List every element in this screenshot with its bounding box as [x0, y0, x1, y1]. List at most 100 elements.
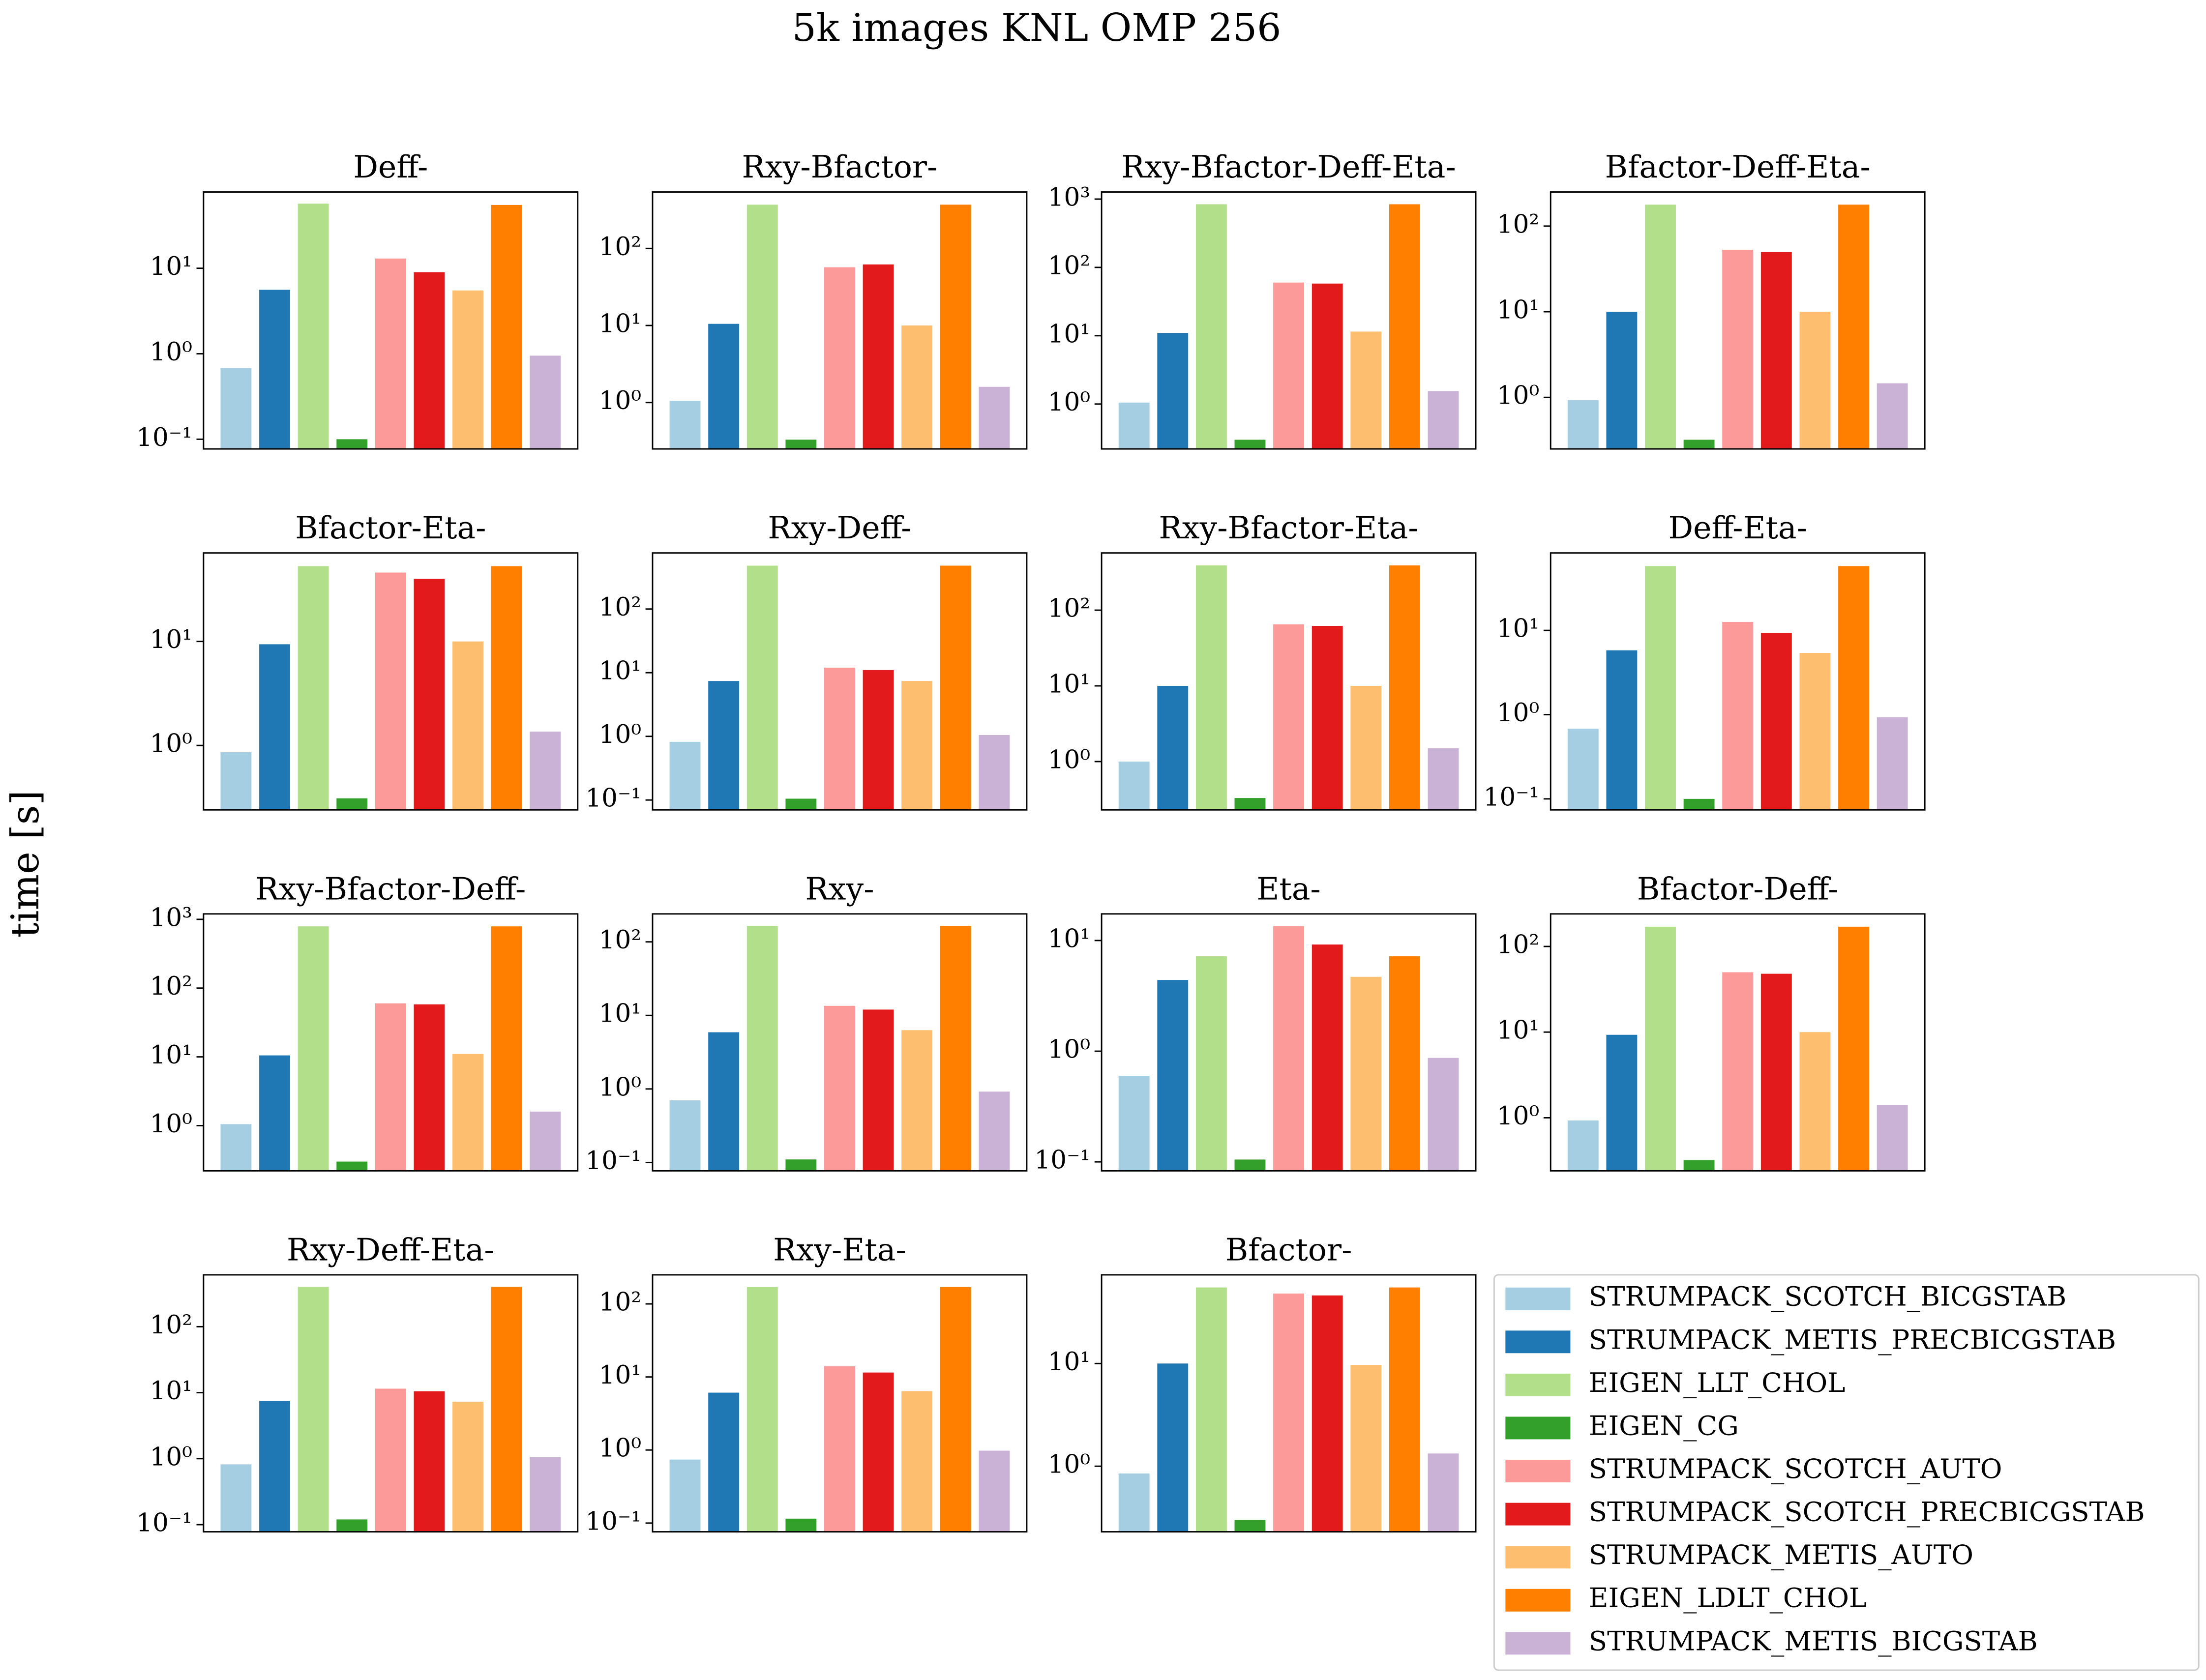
axes-frame — [1101, 552, 1477, 811]
bar — [824, 267, 855, 449]
bar — [863, 670, 894, 810]
bar — [220, 752, 252, 810]
bar — [375, 1003, 406, 1171]
y-tick-label: 10¹ — [149, 625, 192, 654]
subplot-title: Deff-Eta- — [1668, 509, 1807, 546]
bar — [979, 735, 1010, 810]
legend-label: STRUMPACK_METIS_AUTO — [1589, 1539, 1973, 1570]
legend-swatch — [1505, 1546, 1571, 1569]
legend-swatch — [1505, 1460, 1571, 1482]
bar — [785, 1518, 817, 1532]
bar — [259, 644, 290, 810]
subplot-title: Rxy-Eta- — [773, 1231, 906, 1267]
bar — [1389, 1287, 1420, 1532]
bar — [1428, 1058, 1459, 1171]
bar — [1722, 972, 1754, 1171]
y-tick-label: 10¹ — [1497, 614, 1539, 644]
bar — [1118, 1473, 1150, 1532]
bar — [1350, 331, 1382, 449]
legend-label: STRUMPACK_SCOTCH_PRECBICGSTAB — [1589, 1496, 2145, 1528]
bar — [1273, 282, 1305, 449]
y-tick-label: 10⁰ — [149, 729, 192, 759]
bar — [530, 1457, 561, 1532]
axes-frame — [1550, 913, 1926, 1172]
bar — [1157, 686, 1189, 810]
y-tick-label: 10¹ — [599, 1360, 641, 1390]
bar — [1606, 1034, 1638, 1171]
bar — [1234, 440, 1266, 449]
bar — [1350, 1365, 1382, 1532]
y-tick-label: 10² — [599, 1288, 641, 1317]
y-tick-label: 10¹ — [599, 999, 641, 1029]
bar — [1760, 252, 1792, 449]
bar — [259, 290, 290, 449]
bar — [785, 440, 817, 449]
y-tick-label: 10⁻¹ — [1034, 1146, 1090, 1175]
bar — [1350, 976, 1382, 1171]
axes-frame — [1101, 913, 1477, 1172]
bar — [1567, 400, 1599, 449]
subplot-title: Bfactor-Deff-Eta- — [1605, 148, 1871, 185]
y-tick-label: 10¹ — [1048, 1347, 1090, 1377]
y-tick-label: 10¹ — [149, 1376, 192, 1406]
bar — [1350, 686, 1382, 810]
y-tick-label: 10² — [1048, 594, 1090, 623]
bar — [1428, 748, 1459, 810]
y-tick-label: 10² — [1497, 930, 1539, 960]
bar — [863, 1009, 894, 1171]
bar — [1645, 205, 1676, 449]
bar — [708, 681, 740, 810]
bar — [979, 1091, 1010, 1171]
y-tick-label: 10⁰ — [599, 386, 641, 415]
bar — [1645, 926, 1676, 1171]
axes-frame — [203, 913, 579, 1172]
y-tick-label: 10⁻¹ — [136, 1508, 192, 1538]
bar — [1389, 565, 1420, 810]
legend-frame — [1493, 1274, 2200, 1671]
bar — [298, 566, 329, 810]
legend-label: STRUMPACK_METIS_BICGSTAB — [1589, 1625, 2038, 1656]
bar — [1683, 1160, 1715, 1171]
y-tick-label: 10⁰ — [1048, 387, 1090, 417]
bar — [940, 565, 971, 810]
bar — [1567, 1120, 1599, 1171]
bar — [979, 1450, 1010, 1532]
bar — [901, 1391, 933, 1532]
bar — [375, 258, 406, 449]
bar — [1195, 1287, 1227, 1532]
bar — [452, 641, 484, 810]
bar — [1312, 283, 1343, 449]
y-tick-label: 10² — [599, 232, 641, 262]
legend-swatch — [1505, 1373, 1571, 1396]
bar — [452, 1054, 484, 1171]
subplot-title: Rxy-Bfactor- — [742, 148, 938, 185]
bar — [259, 1055, 290, 1171]
y-tick-label: 10¹ — [1497, 295, 1539, 325]
y-tick-label: 10⁰ — [1048, 1450, 1090, 1479]
bar — [1606, 312, 1638, 449]
bar — [1606, 650, 1638, 810]
bar — [746, 1287, 778, 1532]
legend-swatch — [1505, 1632, 1571, 1655]
bar — [940, 1287, 971, 1532]
subplot-title: Bfactor- — [1225, 1231, 1352, 1267]
bar — [1195, 956, 1227, 1171]
legend-label: STRUMPACK_METIS_PRECBICGSTAB — [1589, 1324, 2116, 1355]
bar — [1838, 566, 1869, 810]
bar — [530, 731, 561, 810]
subplot-title: Rxy-Bfactor-Deff-Eta- — [1121, 148, 1456, 185]
bar — [336, 798, 368, 810]
bar — [530, 355, 561, 449]
bar — [746, 926, 778, 1171]
bar — [530, 1111, 561, 1171]
y-tick-label: 10⁰ — [149, 1109, 192, 1139]
subplot-title: Eta- — [1256, 870, 1320, 907]
y-axis-label: time [s] — [3, 790, 48, 938]
y-tick-label: 10¹ — [149, 1040, 192, 1070]
bar — [336, 1519, 368, 1532]
y-tick-label: 10⁰ — [599, 1434, 641, 1463]
bar — [491, 1287, 522, 1532]
bar — [1799, 652, 1831, 810]
bar — [824, 1005, 855, 1171]
legend-swatch — [1505, 1503, 1571, 1526]
